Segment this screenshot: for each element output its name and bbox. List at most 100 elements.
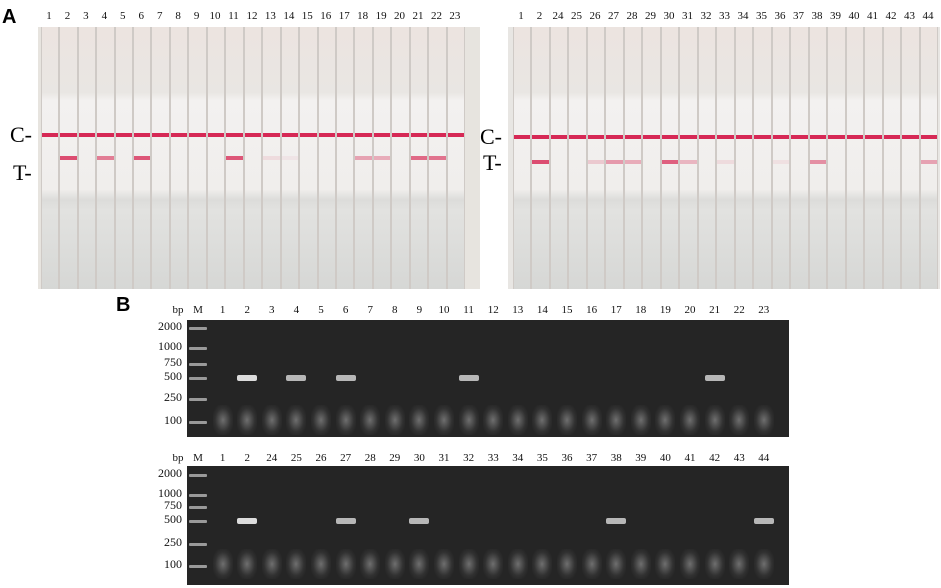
- test-band: [809, 160, 827, 164]
- test-strip: [96, 27, 115, 289]
- lane-label: 13: [264, 10, 276, 22]
- gel-lane-label: 31: [438, 452, 450, 464]
- lane-label: 26: [589, 10, 601, 22]
- test-band: [680, 160, 697, 164]
- gel-lane-label: 2: [244, 452, 250, 464]
- gel-lane-smear: [212, 405, 233, 435]
- gel-lane-smear: [581, 405, 602, 435]
- control-band: [513, 135, 531, 139]
- test-strip: [133, 27, 152, 289]
- test-strip: [734, 27, 754, 289]
- test-strip: [679, 27, 698, 289]
- test-band: [429, 156, 446, 160]
- test-strip: [77, 27, 97, 289]
- gel-lane-smear: [753, 549, 774, 579]
- test-strip: [428, 27, 447, 289]
- lane-label: 39: [830, 10, 841, 22]
- gel-lane-label: 13: [512, 304, 524, 316]
- lane-label: 21: [412, 10, 424, 22]
- gel-lane-smear: [483, 549, 504, 579]
- panel-b-label: B: [116, 294, 131, 316]
- ladder-band: [189, 327, 207, 330]
- gel-lane-label: 22: [733, 304, 745, 316]
- lane-label: 7: [156, 10, 163, 22]
- gel-lane-label: 27: [340, 452, 352, 464]
- gel-lane-smear: [606, 549, 627, 579]
- test-strip: [114, 27, 133, 289]
- test-band: [661, 160, 679, 164]
- gel-lane-smear: [532, 405, 553, 435]
- test-strip: [716, 27, 735, 289]
- gel-lane-smear: [311, 405, 331, 435]
- lane-label: 2: [64, 10, 71, 22]
- control-band: [226, 133, 243, 137]
- lane-label: 9: [193, 10, 200, 22]
- lane-label: 28: [626, 10, 638, 22]
- gel-lane-label: 12: [487, 304, 499, 316]
- control-band: [587, 135, 605, 139]
- test-strip: [864, 27, 883, 289]
- control-band: [60, 133, 77, 137]
- gel-lane-label: 1: [219, 452, 226, 464]
- lane-label: 41: [867, 10, 878, 22]
- test-band: [624, 160, 642, 164]
- control-band: [772, 135, 790, 139]
- test-band: [772, 160, 790, 164]
- gel-lane-smear: [286, 405, 307, 435]
- control-band: [429, 133, 446, 137]
- lane-label: 24: [552, 10, 564, 22]
- lane-label: 12: [246, 10, 258, 22]
- test-strip: [697, 27, 717, 289]
- gel-lane-label: 19: [659, 304, 671, 316]
- gel-lane-smear: [581, 549, 602, 579]
- lane-label: 44: [922, 10, 934, 22]
- control-band: [661, 135, 679, 139]
- lane-label: 30: [663, 10, 675, 22]
- gel-lane-smear: [384, 549, 405, 579]
- amplicon-band: [409, 518, 430, 524]
- control-band: [920, 135, 938, 139]
- lane-label: 1: [518, 10, 524, 22]
- amplicon-band: [286, 375, 307, 381]
- lateral-flow-strips-right-photo: [508, 27, 940, 289]
- control-band: [447, 133, 465, 137]
- ladder-size-label: 750: [164, 355, 182, 369]
- lane-label: 17: [338, 10, 350, 22]
- control-band: [189, 133, 206, 137]
- control-band: [550, 135, 568, 139]
- gel-lane-label: 24: [266, 452, 278, 464]
- control-band: [735, 135, 753, 139]
- gel-lane-label: 23: [758, 304, 770, 316]
- strip-left-lane-labels: 1 2 3 4 5 6 7 8 9 10 11 12 13 14 15 16 17 18 19 20 21 22 23: [0, 10, 941, 26]
- test-strip: [169, 27, 189, 289]
- lane-label: 38: [811, 10, 823, 22]
- test-strip: [845, 27, 865, 289]
- gel-lane-smear: [360, 549, 381, 579]
- control-band: [902, 135, 919, 139]
- gel-lane-label: 3: [269, 304, 275, 316]
- gel-lane-smear: [655, 405, 676, 435]
- test-band: [281, 156, 299, 160]
- test-band: [532, 160, 549, 164]
- test-strip: [206, 27, 226, 289]
- gel-lane-smear: [335, 549, 356, 579]
- lane-label: 1: [46, 10, 52, 22]
- gel-lane-smear: [704, 549, 725, 579]
- amplicon-band: [335, 375, 356, 381]
- control-band: [532, 135, 549, 139]
- ladder-size-label: 100: [164, 557, 182, 571]
- ladder-size-label: 500: [164, 369, 182, 383]
- gel-lane-smear: [606, 405, 627, 435]
- control-band: [809, 135, 827, 139]
- gel-lane-label: 42: [709, 452, 721, 464]
- gel-lane-smear: [655, 549, 676, 579]
- test-band: [134, 156, 151, 160]
- gel-lane-label: 16: [586, 304, 598, 316]
- gel-lane-label: 21: [709, 304, 721, 316]
- control-band: [170, 133, 188, 137]
- ladder-band: [189, 398, 207, 401]
- test-strip: [372, 27, 392, 289]
- gel-lane-label: 44: [758, 452, 770, 464]
- gel-lane-label: 39: [635, 452, 647, 464]
- gel-lane-smear: [237, 549, 258, 579]
